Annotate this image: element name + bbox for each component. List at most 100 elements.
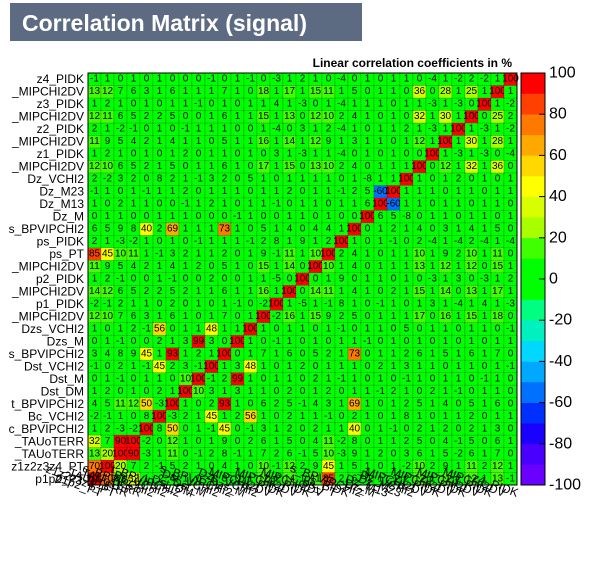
cell	[282, 459, 297, 473]
cell-label: 1	[495, 186, 501, 197]
cell-label: 1	[456, 136, 462, 147]
cell-label: 0	[391, 99, 397, 110]
cell-label: 0	[404, 111, 410, 122]
cell-label: 1	[248, 348, 254, 359]
cell-label: 5	[443, 448, 449, 459]
cell-label: 99	[193, 336, 205, 347]
cell-label: 3	[222, 473, 228, 484]
colorbar-segment	[521, 464, 545, 486]
cell-label: 1	[482, 398, 488, 409]
cell-label: 1	[339, 423, 345, 434]
cell-label: 1	[482, 199, 488, 210]
cell-label: 1	[235, 136, 241, 147]
cell-label: 1	[287, 149, 293, 160]
cell	[217, 310, 232, 323]
cell-label: 2	[339, 311, 345, 322]
cell-label: 1	[183, 211, 189, 222]
cell-label: 5	[365, 186, 371, 197]
y-tick-label: ps_PT	[49, 247, 84, 261]
cell	[282, 360, 297, 373]
cell-label: 0	[469, 174, 475, 185]
cell-label: 5	[118, 136, 124, 147]
cell-label: 3	[443, 224, 449, 235]
colorbar-segment	[521, 217, 545, 239]
cell-label: -60	[386, 199, 401, 210]
cell	[412, 459, 427, 473]
colorbar-tick-label: 80	[549, 106, 567, 123]
cell-label: 2	[404, 473, 410, 484]
cell-label: 1	[482, 323, 488, 334]
cell-label: 2	[326, 386, 332, 397]
cell-label: 0	[378, 249, 384, 260]
cell-label: 2	[430, 386, 436, 397]
cell-label: 1	[482, 311, 488, 322]
cell-label: 45	[206, 411, 218, 422]
cell-label: 9	[261, 249, 267, 260]
cell-label: 3	[92, 348, 98, 359]
y-tick-label: p2_PIDK	[36, 272, 84, 286]
cell-label: 30	[440, 111, 452, 122]
cell	[191, 360, 206, 373]
cell-label: 2	[313, 423, 319, 434]
cell-label: 100	[216, 348, 233, 359]
cell-label: 5	[352, 86, 358, 97]
cell-label: 5	[170, 461, 176, 472]
cell	[386, 260, 401, 273]
cell-label: 1	[417, 361, 423, 372]
cell-label: -3	[428, 99, 437, 110]
cell-label: 1	[378, 423, 384, 434]
cell-label: 1	[248, 274, 254, 285]
cell-label: 12	[310, 111, 322, 122]
cell-label: 14	[284, 136, 296, 147]
cell-label: 100	[203, 361, 220, 372]
cell	[191, 260, 206, 273]
cell-label: 4	[92, 398, 98, 409]
cell	[282, 409, 297, 423]
cell-label: 1	[365, 249, 371, 260]
cell-label: 1	[378, 224, 384, 235]
subtitle: Linear correlation coefficients in %	[313, 56, 513, 70]
cell-label: 1	[183, 86, 189, 97]
cell-label: 0	[430, 174, 436, 185]
cell-label: 1	[235, 111, 241, 122]
cell-label: 0	[326, 199, 332, 210]
cell-label: 2	[170, 361, 176, 372]
cell-label: 2	[183, 186, 189, 197]
cell-label: 10	[115, 249, 127, 260]
cell-label: 0	[482, 361, 488, 372]
cell-label: 3	[235, 386, 241, 397]
cell	[269, 409, 284, 423]
cell-label: 1	[261, 274, 267, 285]
cell	[113, 360, 128, 373]
cell	[490, 310, 505, 323]
cell-label: 1	[287, 361, 293, 372]
cell	[308, 310, 323, 323]
cell-label: 1	[287, 211, 293, 222]
cell	[503, 310, 518, 323]
cell	[230, 360, 245, 373]
cell-label: 1	[248, 286, 254, 297]
y-tick-label: c_BPVIPCHI2	[9, 422, 85, 436]
cell-label: 2	[170, 174, 176, 185]
cell-label: 6	[417, 448, 423, 459]
cell-label: 0	[235, 99, 241, 110]
cell-label: 28	[440, 86, 452, 97]
cell-label: 1	[391, 348, 397, 359]
cell-label: 15	[258, 261, 270, 272]
cell-label: 32	[414, 111, 426, 122]
cell-label: 1	[157, 348, 163, 359]
cell-label: -1	[246, 236, 255, 247]
cell-label: 3	[495, 423, 501, 434]
cell-label: -3	[168, 411, 177, 422]
cell-label: 1	[287, 298, 293, 309]
cell-label: 2	[417, 423, 423, 434]
cell-label: 18	[492, 311, 504, 322]
cell-label: 0	[430, 411, 436, 422]
cell-label: 2	[144, 161, 150, 172]
cell-label: 45	[102, 249, 114, 260]
cell-label: 0	[261, 373, 267, 384]
cell-label: 2	[144, 136, 150, 147]
cell-label: 1	[287, 99, 293, 110]
cell-label: 0	[508, 249, 514, 260]
cell-label: 1	[469, 323, 475, 334]
